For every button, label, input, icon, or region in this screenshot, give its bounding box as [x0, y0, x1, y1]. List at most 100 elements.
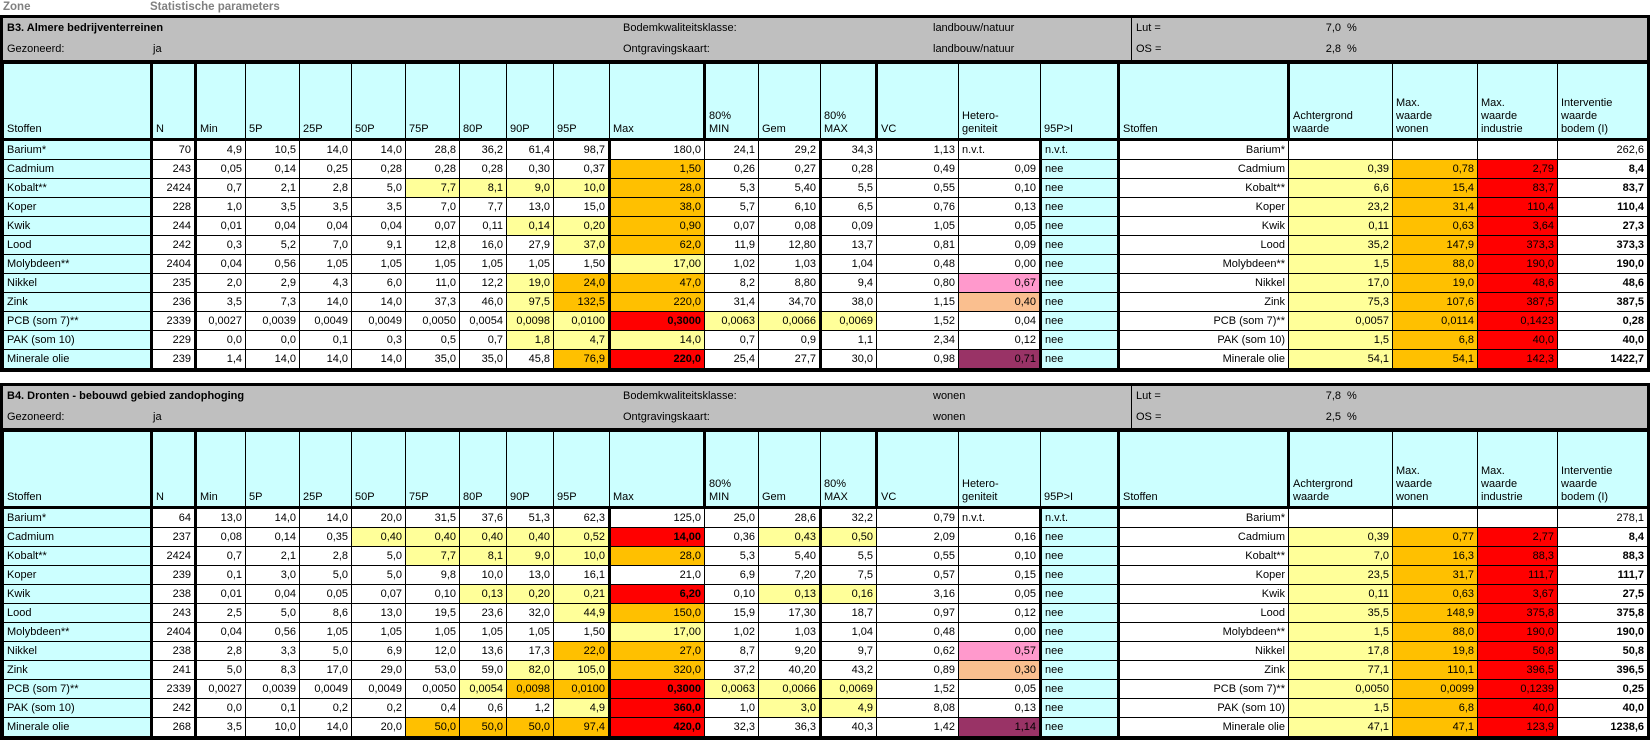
value-cell: 12,0 [405, 641, 460, 661]
value-cell: 1,03 [758, 254, 821, 274]
p95-gt-i-cell: nee [1039, 565, 1119, 585]
value-cell: 0,0066 [758, 679, 821, 699]
ontgravingskaart-label: Ontgravingskaart: [623, 43, 710, 55]
value-cell: 22,0 [553, 641, 610, 661]
substance-cell: Kwik [1117, 216, 1289, 236]
interventie-cell: 1238,6 [1557, 717, 1648, 737]
heterogeniteit-cell: 0,40 [958, 292, 1041, 312]
value-cell: 0,08 [758, 216, 821, 236]
value-cell: 40,0 [1477, 330, 1558, 350]
substance-cell: Kobalt** [1117, 178, 1289, 198]
table-row: Kobalt** 2424 0,7 2,1 2,8 5,0 7,7 8,1 9,0 10,0 28,… [3, 178, 1648, 198]
value-cell: 0,2 [351, 698, 406, 718]
value-cell: 0,20 [553, 216, 610, 236]
value-cell: 31,4 [704, 292, 759, 312]
value-cell: 32,0 [506, 603, 554, 623]
value-cell: 5,0 [351, 546, 406, 566]
value-cell: 17,00 [608, 622, 705, 642]
p95-gt-i-cell: nee [1039, 349, 1119, 369]
value-cell: 28,0 [608, 178, 705, 198]
value-cell: 0,28 [351, 159, 406, 179]
value-cell: 0,52 [553, 527, 610, 547]
value-cell: 9,1 [351, 235, 406, 255]
value-cell: 15,9 [704, 603, 759, 623]
value-cell: 0,28 [459, 159, 507, 179]
n-cell: 236 [150, 292, 196, 312]
value-cell: 0,78 [1392, 159, 1478, 179]
value-cell: 4,9 [194, 139, 246, 160]
substance-cell: Molybdeen** [1117, 254, 1289, 274]
value-cell: 29,2 [758, 139, 821, 160]
column-header: 50P [351, 63, 406, 141]
value-cell: 0,40 [405, 527, 460, 547]
value-cell: 0,04 [245, 216, 300, 236]
value-cell: 28,6 [758, 507, 821, 528]
substance-cell: Nikkel [1117, 273, 1289, 293]
column-header: 5P [245, 63, 300, 141]
substance-cell: Koper [3, 565, 152, 585]
substance-cell: PAK (som 10) [3, 330, 152, 350]
value-cell: 9,7 [819, 641, 877, 661]
column-header: 95P [553, 63, 610, 141]
value-cell: 46,0 [459, 292, 507, 312]
interventie-cell: 83,7 [1557, 178, 1648, 198]
vc-cell: 0,76 [876, 197, 959, 217]
p95-gt-i-cell: nee [1039, 197, 1119, 217]
interventie-cell: 40,0 [1557, 330, 1648, 350]
substance-cell: Barium* [3, 139, 152, 160]
value-cell: 1,05 [351, 254, 406, 274]
heterogeniteit-cell: 0,05 [958, 679, 1041, 699]
substance-cell: Nikkel [3, 273, 152, 293]
value-cell: 373,3 [1477, 235, 1558, 255]
value-cell: 2,8 [299, 178, 352, 198]
value-cell: 1,04 [819, 254, 877, 274]
value-cell: 20,0 [351, 717, 406, 737]
column-header: 80% MIN [703, 63, 759, 141]
value-cell: 2,1 [245, 546, 300, 566]
value-cell: 97,5 [506, 292, 554, 312]
value-cell: 0,30 [506, 159, 554, 179]
value-cell: 148,9 [1392, 603, 1478, 623]
zone-title: B4. Dronten - bebouwd gebied zandophogin… [7, 390, 245, 402]
value-cell: 5,40 [758, 546, 821, 566]
interventie-cell: 375,8 [1557, 603, 1648, 623]
value-cell: 11,9 [704, 235, 759, 255]
p95-gt-i-cell: nee [1039, 292, 1119, 312]
value-cell: 6,20 [608, 584, 705, 604]
table-row: PAK (som 10) 242 0,0 0,1 0,2 0,2 0,4 0,6 1,2 4,9 3… [3, 698, 1648, 718]
column-header: Gem [758, 431, 821, 509]
value-cell [1392, 139, 1478, 160]
vc-cell: 0,57 [876, 565, 959, 585]
value-cell: 1,04 [819, 622, 877, 642]
value-cell: 360,0 [608, 698, 705, 718]
bodemkwaliteitsklasse-label: Bodemkwaliteitsklasse: [623, 390, 737, 402]
substance-cell: Zink [3, 292, 152, 312]
value-cell: 0,0098 [506, 311, 554, 331]
value-cell: 0,26 [704, 159, 759, 179]
table-row: Barium* 70 4,9 10,5 14,0 14,0 28,8 36,2 61,4 98,7… [3, 139, 1648, 160]
heterogeniteit-cell: 0,13 [958, 698, 1041, 718]
value-cell: 2,8 [299, 546, 352, 566]
value-cell: 14,0 [299, 292, 352, 312]
value-cell: 0,0098 [506, 679, 554, 699]
substance-cell: Minerale olie [3, 349, 152, 369]
heterogeniteit-cell: 0,09 [958, 159, 1041, 179]
value-cell: 1,05 [405, 254, 460, 274]
vc-cell: 0,48 [876, 254, 959, 274]
p95-gt-i-cell: nee [1039, 660, 1119, 680]
substance-cell: Kobalt** [1117, 546, 1289, 566]
heterogeniteit-cell: 1,14 [958, 717, 1041, 737]
value-cell: 0,0069 [819, 679, 877, 699]
value-cell: 320,0 [608, 660, 705, 680]
value-cell: 2,79 [1477, 159, 1558, 179]
p95-gt-i-cell: nee [1039, 622, 1119, 642]
value-cell: 0,50 [819, 527, 877, 547]
value-cell: 15,0 [553, 197, 610, 217]
value-cell: 0,4 [405, 698, 460, 718]
interventie-cell: 50,8 [1557, 641, 1648, 661]
n-cell: 237 [150, 527, 196, 547]
n-cell: 243 [150, 159, 196, 179]
value-cell: 34,3 [819, 139, 877, 160]
n-cell: 2424 [150, 546, 196, 566]
table-row: Kobalt** 2424 0,7 2,1 2,8 5,0 7,7 8,1 9,0 10,0 28,… [3, 546, 1648, 566]
